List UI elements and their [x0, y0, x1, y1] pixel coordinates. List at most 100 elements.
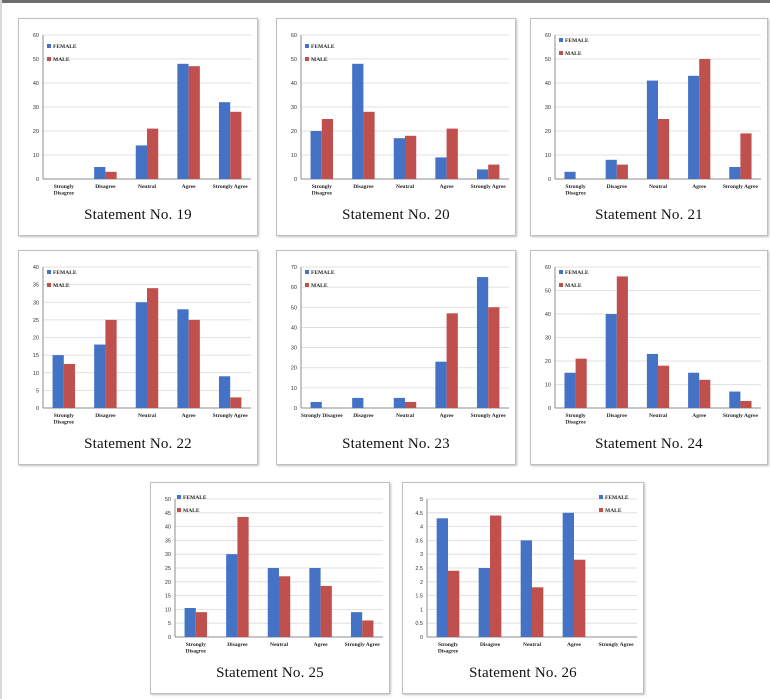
x-tick-label: Disagree	[353, 413, 374, 419]
y-tick-label: 0	[548, 177, 551, 183]
x-tick-label: Neutral	[396, 413, 414, 419]
legend-label-female: FEMALE	[53, 270, 77, 276]
y-tick-label: 10	[33, 153, 39, 159]
x-tick-label: Strongly Disagree	[301, 413, 343, 419]
y-tick-label: 0	[36, 406, 39, 412]
legend-swatch-male	[305, 283, 309, 287]
chart-title: Statement No. 23	[342, 436, 450, 452]
y-tick-label: 40	[545, 312, 551, 318]
y-tick-label: 20	[545, 129, 551, 135]
chart-title: Statement No. 24	[595, 436, 703, 452]
y-tick-label: 70	[291, 265, 297, 271]
bar-female-agree	[688, 75, 700, 179]
y-tick-label: 0	[36, 177, 39, 183]
bar-female-strongly-disagree	[52, 355, 64, 408]
x-tick-label: Agree	[692, 413, 707, 419]
bar-female-strongly-disagree	[564, 171, 576, 179]
x-tick-label: Strongly Agree	[723, 184, 759, 190]
bar-male-neutral	[532, 587, 544, 637]
y-tick-label: 0	[294, 406, 297, 412]
bar-female-strongly-agree	[476, 277, 489, 408]
chart-panel-3: 0 10 20 30 40 50 60 Strongly Disagree Disagree Neu…	[530, 18, 768, 236]
x-tick-label: Neutral	[138, 413, 156, 419]
bar-male-strongly-disagree	[195, 612, 208, 637]
window-top-border	[0, 0, 770, 3]
bar-female-agree	[435, 361, 447, 408]
y-tick-label: 30	[33, 105, 39, 111]
bar-male-strongly-disagree	[448, 570, 460, 637]
y-tick-label: 5	[36, 388, 39, 394]
bar-female-strongly-disagree	[436, 518, 448, 637]
bar-male-neutral	[658, 365, 670, 408]
bar-male-strongly-agree	[488, 164, 500, 179]
chart-4-svg: 0 5 10 15 20 25 30 35 40 Strongly Disagree Disagree…	[33, 265, 251, 426]
bar-male-disagree	[616, 164, 628, 179]
bar-female-neutral	[393, 138, 405, 179]
y-tick-label: 10	[545, 153, 551, 159]
bar-female-neutral	[646, 353, 658, 408]
bar-male-strongly-agree	[740, 133, 752, 179]
bar-female-disagree	[605, 314, 617, 408]
bar-female-neutral	[135, 302, 147, 408]
bar-male-strongly-agree	[362, 620, 374, 637]
y-tick-label: 2.5	[415, 566, 423, 572]
y-tick-label: 25	[33, 318, 39, 324]
bar-male-disagree	[616, 276, 628, 408]
chart-7-svg: 0 5 10 15 20 25 30 35 40 45 50 Strongly Disagree Disa…	[165, 495, 383, 655]
y-tick-label: 3	[420, 552, 423, 558]
chart-panel-1: 0 10 20 30 40 50 60 Strongly Disagree Disagree Neu…	[18, 18, 258, 236]
legend-label-female: FEMALE	[311, 270, 335, 276]
bar-female-strongly-agree	[476, 169, 489, 179]
x-tick-label: Strongly Agree	[471, 413, 507, 419]
x-tick-label: Strongly Agree	[723, 413, 759, 419]
chart-panel-5: 0 10 20 30 40 50 60 70 Strongly Disagree Disagree…	[276, 250, 516, 465]
chart-title: Statement No. 21	[595, 207, 703, 223]
y-tick-label: 50	[545, 57, 551, 63]
y-tick-label: 40	[165, 525, 171, 531]
bar-male-agree	[446, 313, 458, 408]
x-tick-label: Neutral	[649, 184, 667, 190]
y-tick-label: 2	[420, 580, 423, 586]
x-tick-label: Disagree	[95, 184, 116, 190]
legend-label-male: MALE	[565, 51, 582, 57]
y-tick-label: 25	[165, 566, 171, 572]
legend-swatch-female	[47, 270, 51, 274]
y-tick-label: 50	[33, 57, 39, 63]
legend-swatch-male	[599, 508, 603, 512]
legend-swatch-female	[559, 38, 563, 42]
bar-male-strongly-disagree	[321, 119, 334, 179]
chart-3-svg: 0 10 20 30 40 50 60 Strongly Disagree Disagree Neu…	[545, 33, 761, 197]
chart-panel-4: 0 5 10 15 20 25 30 35 40 Strongly Disagree Disagree…	[18, 250, 258, 465]
bar-male-strongly-disagree	[575, 358, 587, 408]
legend-label-male: MALE	[53, 57, 70, 63]
y-tick-label: 40	[291, 325, 297, 331]
y-tick-label: 4.5	[415, 511, 423, 517]
legend-label-female: FEMALE	[565, 38, 589, 44]
y-tick-label: 30	[291, 105, 297, 111]
y-tick-label: 40	[291, 81, 297, 87]
y-tick-label: 50	[291, 305, 297, 311]
y-tick-label: 45	[165, 511, 171, 517]
bar-female-neutral	[520, 540, 532, 637]
bar-female-strongly-agree	[218, 376, 231, 408]
bar-female-strongly-disagree	[184, 608, 196, 637]
chart-panel-6: 0 10 20 30 40 50 60 Strongly Disagree Disagree Neu…	[530, 250, 768, 465]
y-tick-label: 5	[420, 497, 423, 503]
legend-swatch-female	[559, 270, 563, 274]
chart-6-svg: 0 10 20 30 40 50 60 Strongly Disagree Disagree Neu…	[545, 265, 761, 426]
bar-male-neutral	[405, 135, 417, 179]
chart-title: Statement No. 22	[84, 436, 192, 452]
x-tick-label: Neutral	[396, 184, 414, 190]
y-tick-label: 20	[33, 129, 39, 135]
x-tick-label: Disagree	[607, 413, 628, 419]
chart-1-svg: 0 10 20 30 40 50 60 Strongly Disagree Disagree Neu…	[33, 33, 251, 197]
y-tick-label: 1	[420, 607, 423, 613]
x-tick-label: Agree	[182, 184, 197, 190]
bar-male-agree	[574, 559, 586, 637]
y-tick-label: 0	[294, 177, 297, 183]
x-tick-label: Agree	[440, 184, 455, 190]
bar-male-disagree	[490, 515, 502, 637]
y-tick-label: 3.5	[415, 538, 423, 544]
x-tick-label: Strongly Agree	[213, 184, 249, 190]
legend-swatch-female	[305, 270, 309, 274]
